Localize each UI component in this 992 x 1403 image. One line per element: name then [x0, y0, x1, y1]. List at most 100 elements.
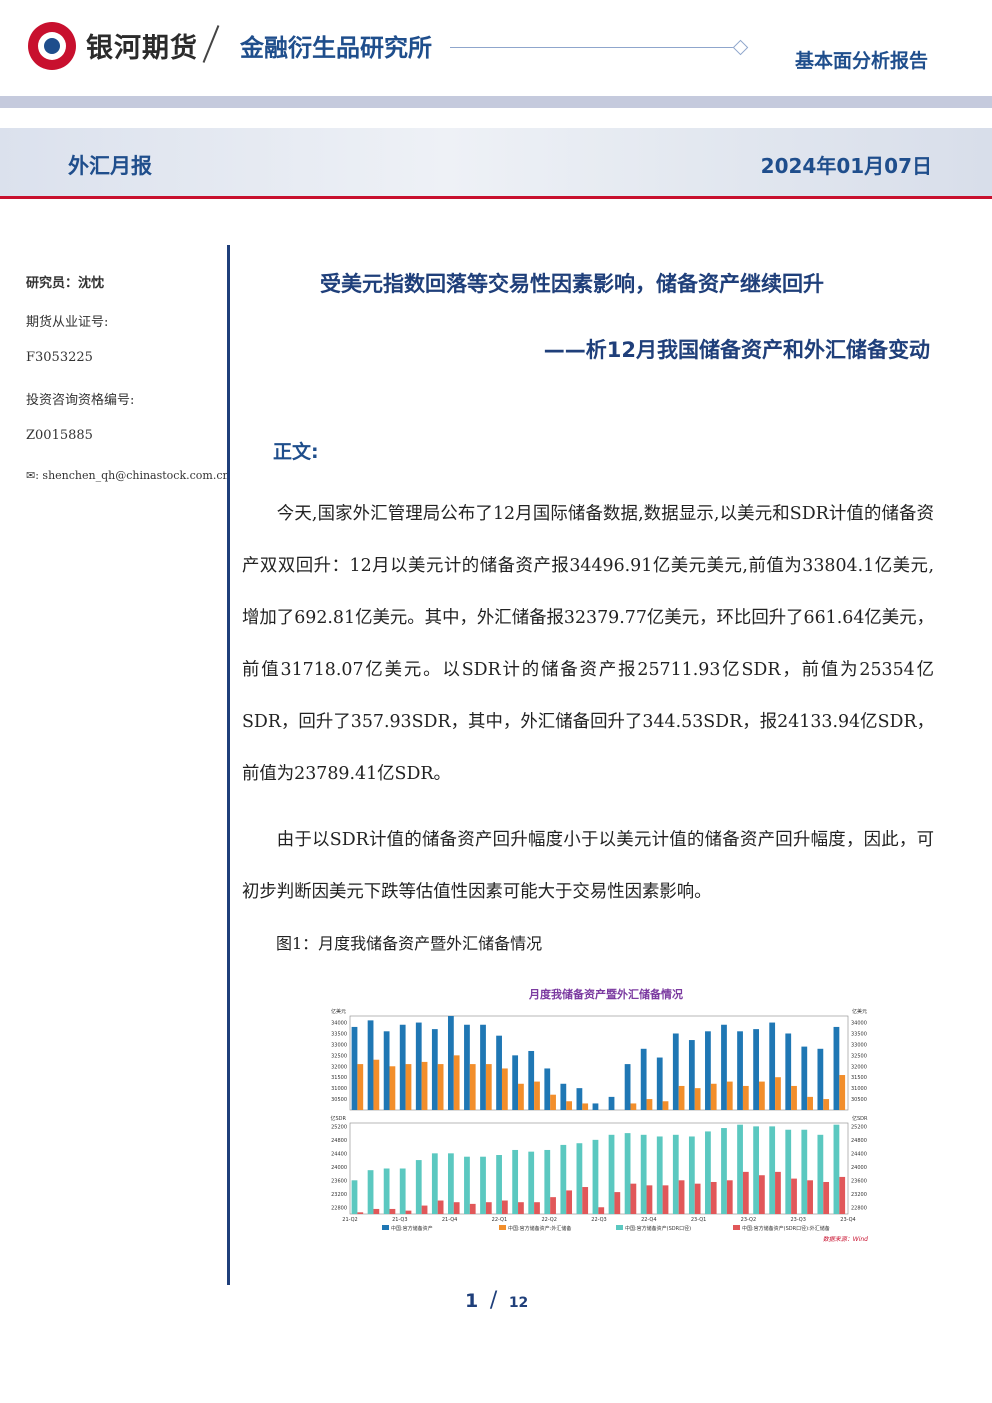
y-tick-label: 32000 [851, 1064, 867, 1070]
bar-top-1 [566, 1101, 573, 1110]
bar-bottom-1 [775, 1171, 781, 1214]
bar-top-1 [646, 1099, 653, 1110]
bar-bottom-0 [592, 1139, 599, 1214]
bar-bottom-0 [817, 1134, 824, 1214]
legend-swatch [733, 1225, 740, 1230]
bar-top-1 [694, 1088, 701, 1110]
bar-top-1 [501, 1068, 508, 1110]
bar-top-0 [399, 1024, 406, 1110]
x-tick-label: 22-Q3 [591, 1217, 606, 1223]
bar-top-1 [710, 1083, 717, 1110]
y-tick-label: 31000 [331, 1086, 347, 1092]
bar-bottom-1 [453, 1202, 460, 1214]
x-tick-label: 22-Q4 [641, 1217, 656, 1223]
bar-bottom-0 [415, 1160, 422, 1214]
y-tick-label: 31500 [331, 1075, 347, 1081]
bar-top-1 [791, 1085, 797, 1110]
paragraph-text: 今天,国家外汇管理局公布了12月国际储备数据,数据显示,以美元和SDR计值的储备… [242, 504, 934, 784]
y-tick-label: 24800 [851, 1138, 867, 1144]
legend-swatch [382, 1225, 389, 1230]
bar-top-1 [678, 1085, 685, 1110]
bar-bottom-1 [710, 1181, 717, 1214]
bar-bottom-0 [560, 1144, 567, 1214]
bar-bottom-1 [405, 1210, 412, 1214]
y-tick-label: 33000 [331, 1042, 347, 1048]
bar-top-1 [453, 1055, 460, 1110]
bar-bottom-0 [447, 1153, 454, 1214]
bar-bottom-1 [694, 1183, 701, 1214]
bar-top-0 [817, 1048, 824, 1110]
legend-swatch [616, 1225, 623, 1230]
bar-top-1 [357, 1064, 364, 1110]
x-tick-label: 23-Q1 [691, 1217, 706, 1223]
bar-top-1 [582, 1103, 589, 1110]
bar-top-1 [823, 1099, 830, 1110]
bar-top-0 [801, 1046, 808, 1110]
x-tick-label: 23-Q3 [790, 1217, 805, 1223]
bar-top-0 [753, 1029, 760, 1110]
bar-top-0 [367, 1020, 374, 1110]
bar-bottom-0 [512, 1149, 519, 1214]
bar-bottom-0 [576, 1143, 583, 1214]
bar-bottom-1 [357, 1212, 364, 1214]
bar-bottom-1 [534, 1202, 540, 1214]
bar-top-1 [469, 1064, 476, 1110]
page-total: 12 [508, 1295, 529, 1311]
bar-bottom-1 [823, 1181, 830, 1214]
y-tick-label: 23200 [851, 1192, 867, 1198]
bar-bottom-1 [469, 1203, 476, 1214]
legend-label: 中国:官方储备资产(SDR口径) [625, 1225, 691, 1232]
bar-top-0 [721, 1024, 727, 1110]
bar-bottom-0 [705, 1131, 711, 1214]
bar-top-0 [592, 1103, 599, 1110]
bar-top-1 [389, 1066, 396, 1110]
y-unit-left: 亿SDR [331, 1115, 347, 1122]
bar-top-1 [775, 1077, 781, 1110]
bar-bottom-0 [544, 1149, 551, 1214]
report-title: 受美元指数回落等交易性因素影响，储备资产继续回升 [320, 272, 824, 296]
y-tick-label: 25200 [851, 1124, 867, 1130]
y-tick-label: 34000 [331, 1021, 347, 1027]
consult-cert-number: Z0015885 [26, 428, 93, 443]
subheader-band [0, 128, 992, 196]
mail-icon: ✉ [26, 469, 36, 482]
bar-bottom-0 [528, 1151, 535, 1214]
brand-name: 银河期货 [86, 33, 198, 64]
plot-frame-top [349, 1015, 849, 1111]
bar-bottom-1 [582, 1187, 589, 1214]
y-tick-label: 32000 [331, 1064, 347, 1070]
y-tick-label: 22800 [851, 1205, 867, 1211]
email-address[interactable]: shenchen_qh@chinastock.com.cn [42, 469, 230, 482]
bar-top-0 [833, 1026, 840, 1110]
legend-label: 中国:官方储备资产 [391, 1225, 433, 1232]
institute-name: 金融衍生品研究所 [240, 34, 432, 62]
futures-cert-number: F3053225 [26, 350, 93, 365]
bar-bottom-1 [389, 1208, 396, 1214]
bar-top-0 [656, 1057, 663, 1110]
header-divider [202, 25, 220, 63]
bar-bottom-0 [383, 1168, 390, 1214]
email-line[interactable]: ✉: shenchen_qh@chinastock.com.cn [26, 469, 230, 482]
y-tick-label: 30500 [331, 1097, 347, 1103]
bar-bottom-0 [785, 1129, 792, 1214]
body-paragraph-2: 由于以SDR计值的储备资产回升幅度小于以美元计值的储备资产回升幅度，因此，可初步… [242, 814, 934, 918]
bar-top-0 [512, 1055, 519, 1110]
bar-top-1 [485, 1064, 492, 1110]
bar-top-1 [437, 1064, 444, 1110]
report-header: 银河期货 金融衍生品研究所 基本面分析报告 [0, 0, 992, 100]
bar-top-1 [630, 1103, 637, 1110]
researcher-name: 研究员：沈忱 [26, 276, 105, 291]
bar-top-0 [640, 1048, 647, 1110]
y-tick-label: 23600 [331, 1178, 347, 1184]
y-tick-label: 22800 [331, 1205, 347, 1211]
y-tick-label: 32500 [851, 1053, 867, 1059]
y-tick-label: 30500 [851, 1097, 867, 1103]
x-tick-label: 22-Q2 [541, 1217, 556, 1223]
x-tick-label: 23-Q4 [840, 1217, 855, 1223]
y-tick-label: 31500 [851, 1075, 867, 1081]
bar-top-1 [726, 1081, 733, 1110]
bar-bottom-1 [630, 1183, 637, 1214]
bar-bottom-0 [753, 1126, 760, 1214]
y-tick-label: 33500 [851, 1031, 867, 1037]
bar-top-0 [705, 1031, 711, 1110]
